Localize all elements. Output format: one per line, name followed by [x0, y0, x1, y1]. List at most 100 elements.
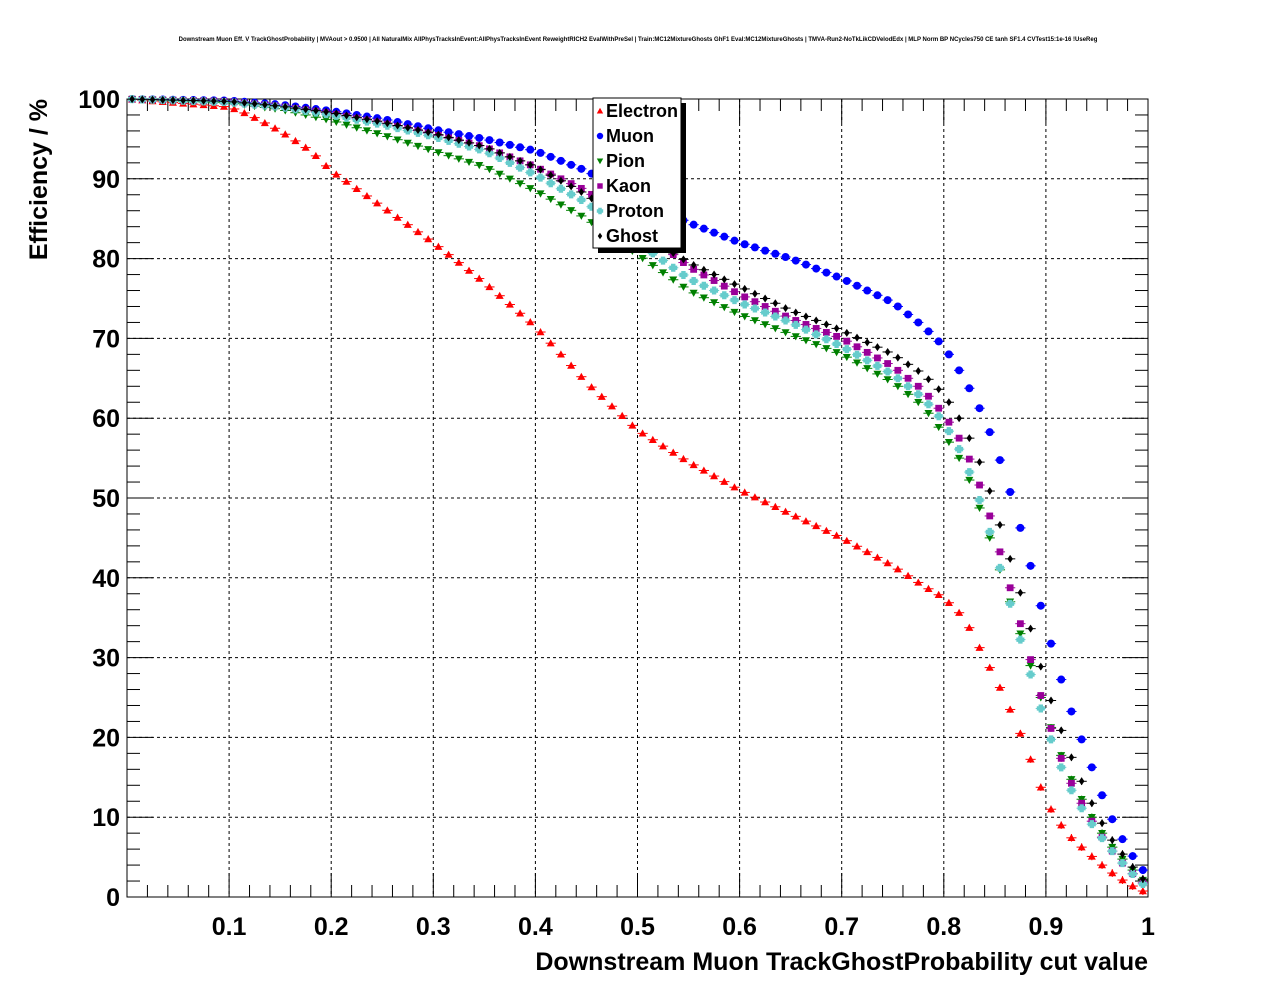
- data-point-proton: [546, 179, 555, 188]
- data-point-ghost: [1007, 554, 1013, 563]
- data-point-muon: [689, 220, 698, 229]
- data-point-kaon: [863, 348, 871, 356]
- data-point-ghost: [537, 165, 544, 174]
- data-point-muon: [1098, 791, 1107, 800]
- data-point-pion: [832, 349, 841, 357]
- data-point-electron: [444, 250, 453, 258]
- data-point-electron: [505, 300, 514, 308]
- data-point-kaon: [833, 333, 840, 340]
- data-point-muon: [832, 272, 841, 281]
- data-point-electron: [597, 392, 606, 400]
- data-point-electron: [659, 442, 668, 450]
- data-point-ghost: [456, 136, 462, 145]
- data-point-muon: [1006, 488, 1015, 497]
- data-point-proton: [812, 330, 821, 339]
- legend-label-muon: Muon: [606, 126, 654, 146]
- data-point-electron: [342, 177, 351, 185]
- data-point-ghost: [956, 414, 962, 423]
- data-point-pion: [934, 423, 943, 432]
- data-point-ghost: [884, 347, 891, 356]
- data-point-pion: [465, 158, 474, 167]
- data-point-ghost: [527, 160, 534, 169]
- data-point-kaon: [1057, 754, 1065, 762]
- data-point-electron: [842, 536, 851, 544]
- data-point-ghost: [844, 328, 850, 337]
- data-point-kaon: [874, 354, 881, 362]
- data-point-ghost: [200, 96, 207, 105]
- data-point-muon: [883, 296, 892, 305]
- data-point-proton: [567, 190, 576, 199]
- data-point-pion: [781, 329, 790, 337]
- data-point-electron: [944, 598, 953, 606]
- data-point-electron: [750, 493, 759, 501]
- data-point-ghost: [976, 458, 983, 467]
- data-point-kaon: [771, 307, 779, 315]
- data-point-kaon: [802, 321, 810, 328]
- data-point-ghost: [823, 320, 830, 329]
- data-point-ghost: [1099, 819, 1105, 828]
- y-tick-label: 30: [92, 645, 120, 673]
- data-point-ghost: [752, 289, 758, 298]
- data-point-pion: [955, 454, 964, 463]
- data-point-muon: [720, 232, 729, 241]
- data-point-kaon: [1016, 620, 1024, 628]
- data-point-muon: [975, 404, 984, 413]
- data-point-electron: [638, 429, 647, 437]
- data-point-proton: [1026, 670, 1035, 679]
- data-point-kaon: [761, 303, 769, 310]
- data-point-proton: [801, 325, 810, 334]
- data-point-kaon: [894, 366, 902, 374]
- data-point-proton: [710, 286, 719, 295]
- data-point-ghost: [1068, 753, 1075, 762]
- data-point-muon: [781, 253, 790, 262]
- data-point-ghost: [1078, 777, 1085, 786]
- data-point-kaon: [853, 343, 861, 351]
- data-point-proton: [495, 154, 504, 163]
- data-point-electron: [791, 512, 800, 520]
- data-point-proton: [1098, 834, 1107, 843]
- data-point-proton: [761, 308, 770, 317]
- data-point-electron: [301, 143, 310, 151]
- data-point-ghost: [915, 366, 922, 375]
- data-point-electron: [424, 235, 433, 243]
- data-point-kaon: [986, 512, 994, 520]
- data-point-proton: [505, 158, 514, 167]
- data-point-kaon: [1037, 692, 1045, 699]
- data-point-pion: [383, 133, 392, 141]
- data-point-muon: [1087, 763, 1096, 772]
- data-point-electron: [853, 542, 862, 550]
- data-point-proton: [965, 468, 974, 477]
- data-point-proton: [1077, 804, 1086, 813]
- data-point-kaon: [822, 329, 830, 336]
- data-point-ghost: [1119, 850, 1126, 859]
- x-axis-title: Downstream Muon TrackGhostProbability cu…: [535, 948, 1148, 976]
- data-point-ghost: [1048, 696, 1054, 705]
- data-point-pion: [924, 410, 933, 418]
- legend: Electron Muon Pion Kaon Proton Ghost: [592, 97, 686, 253]
- data-point-muon: [822, 268, 831, 277]
- data-point-ghost: [782, 304, 789, 313]
- data-point-electron: [863, 547, 872, 556]
- data-point-proton: [842, 345, 851, 354]
- x-tick-label: 0.2: [314, 913, 349, 941]
- data-point-ghost: [690, 260, 697, 269]
- data-point-pion: [362, 127, 371, 135]
- data-point-ghost: [517, 156, 523, 165]
- data-point-ghost: [558, 176, 564, 185]
- data-point-proton: [1006, 599, 1015, 608]
- data-point-electron: [1108, 869, 1117, 877]
- data-point-electron: [475, 274, 484, 282]
- data-point-pion: [577, 212, 586, 220]
- data-point-muon: [1067, 707, 1076, 716]
- data-point-ghost: [1109, 836, 1116, 845]
- data-point-pion: [914, 399, 923, 407]
- data-point-ghost: [415, 125, 421, 134]
- data-point-electron: [332, 170, 341, 178]
- data-point-muon: [934, 337, 943, 346]
- data-point-kaon: [945, 418, 953, 426]
- data-point-proton: [1057, 763, 1066, 772]
- data-point-ghost: [1140, 875, 1146, 884]
- data-point-ghost: [925, 375, 932, 384]
- data-point-electron: [434, 242, 443, 250]
- data-point-electron: [291, 136, 300, 145]
